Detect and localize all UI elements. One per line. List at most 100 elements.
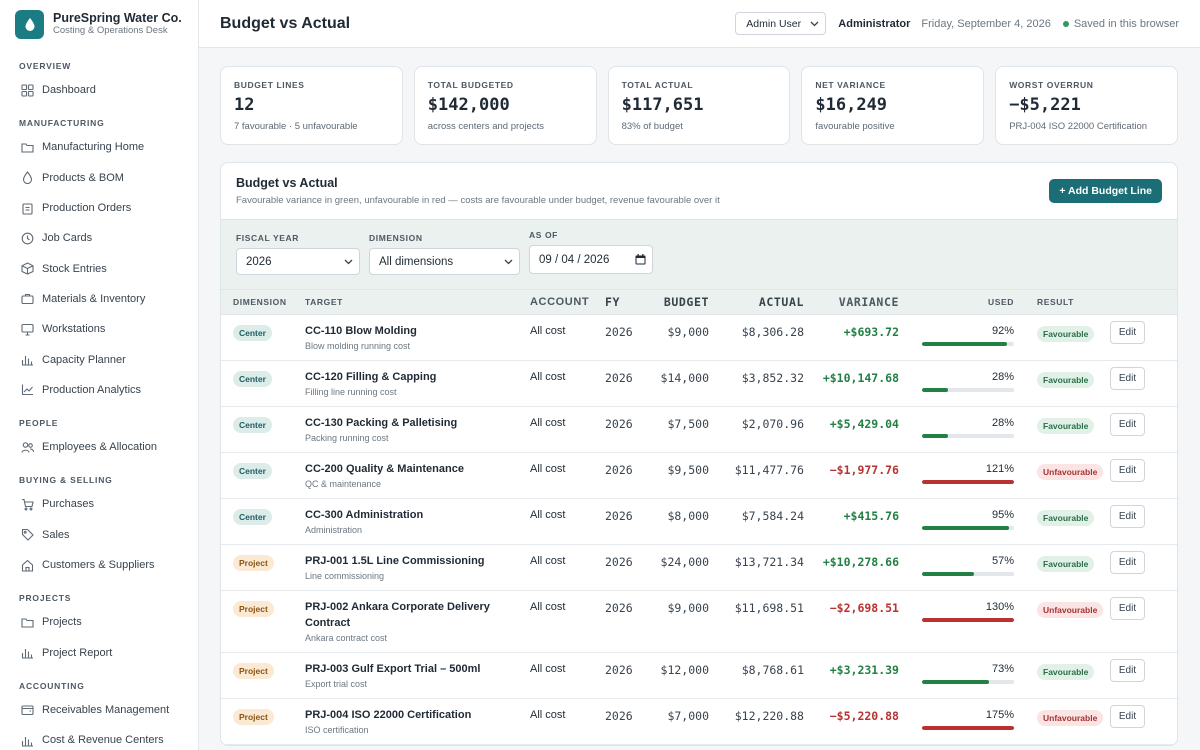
brand: PureSpring Water Co. Costing & Operation…	[0, 0, 198, 48]
edit-cell: Edit	[1110, 453, 1170, 498]
user-select[interactable]: Admin User	[735, 12, 827, 35]
sidebar-item-label: Production Analytics	[42, 383, 142, 396]
budget-cell: $12,000	[660, 663, 709, 677]
sidebar-nav: OVERVIEW Dashboard MANUFACTURING Manufactur…	[0, 57, 198, 750]
dimension-badge: Center	[233, 371, 272, 387]
target-cell: CC-130 Packing & Palletising Packing runn…	[305, 407, 530, 452]
result-badge: Favourable	[1037, 372, 1095, 388]
sidebar-item-production-analytics[interactable]: Production Analytics	[0, 375, 198, 405]
sidebar-item-capacity-planner[interactable]: Capacity Planner	[0, 344, 198, 374]
column-header: BUDGET	[663, 295, 709, 309]
as-of-date-input[interactable]: 09 / 04 / 2026	[529, 245, 653, 274]
result-badge: Unfavourable	[1037, 710, 1104, 726]
fiscal-year-cell: 2026	[605, 325, 633, 339]
kpi-label: BUDGET LINES	[234, 80, 305, 90]
target-description: Blow molding running cost	[305, 341, 411, 351]
table-row: Center CC-200 Quality & Maintenance QC & m…	[221, 453, 1177, 499]
budget-cell: $9,000	[667, 601, 709, 615]
edit-button[interactable]: Edit	[1110, 321, 1145, 344]
sidebar-item-label: Receivables Management	[42, 703, 170, 716]
budget-panel: Budget vs Actual Favourable variance in …	[220, 162, 1178, 746]
used-progress-fill	[922, 680, 990, 684]
dimension-select[interactable]: All dimensions	[369, 248, 520, 275]
edit-button[interactable]: Edit	[1110, 413, 1145, 436]
actual-cell: $3,852.32	[741, 371, 804, 385]
dimension-badge: Center	[233, 417, 272, 433]
sidebar-item-materials-inventory[interactable]: Materials & Inventory	[0, 284, 198, 314]
column-header: ACTUAL	[758, 295, 804, 309]
used-percent: 28%	[991, 371, 1014, 383]
result-badge: Favourable	[1037, 664, 1095, 680]
content: BUDGET LINES 12 7 favourable · 5 unfavoura…	[199, 48, 1200, 746]
sidebar-item-label: Sales	[42, 528, 70, 541]
tag-icon	[21, 529, 34, 541]
sidebar-item-cost-revenue-centers[interactable]: Cost & Revenue Centers	[0, 725, 198, 750]
clock-icon	[21, 232, 34, 245]
sidebar-item-label: Capacity Planner	[42, 353, 126, 366]
edit-button[interactable]: Edit	[1110, 367, 1145, 390]
kpi-value: 12	[234, 95, 255, 115]
sidebar-item-label: Manufacturing Home	[42, 141, 145, 154]
used-percent: 92%	[991, 325, 1014, 337]
edit-cell: Edit	[1110, 591, 1170, 652]
sidebar-item-receivables-management[interactable]: Receivables Management	[0, 695, 198, 725]
edit-button[interactable]: Edit	[1110, 659, 1145, 682]
sidebar-item-purchases[interactable]: Purchases	[0, 489, 198, 519]
table-header: DIMENSION TARGET ACCOUNT FY BUDGET ACTUAL VARI…	[221, 289, 1177, 315]
sidebar-item-workstations[interactable]: Workstations	[0, 314, 198, 344]
sidebar-item-customers-suppliers[interactable]: Customers & Suppliers	[0, 550, 198, 580]
result-cell: Favourable	[1014, 545, 1110, 590]
result-badge: Favourable	[1037, 326, 1095, 342]
variance-cell: +$5,429.04	[829, 417, 899, 431]
edit-button[interactable]: Edit	[1110, 551, 1145, 574]
variance-cell: +$693.72	[843, 325, 899, 339]
topbar: Budget vs Actual Admin User Administrato…	[199, 0, 1200, 48]
panel-header: Budget vs Actual Favourable variance in …	[221, 163, 1177, 219]
used-cell: 73%	[899, 653, 1014, 698]
edit-button[interactable]: Edit	[1110, 459, 1145, 482]
target-cell: CC-200 Quality & Maintenance QC & mainten…	[305, 453, 530, 498]
nav-section-label: PEOPLE	[19, 417, 59, 428]
target-name: CC-200 Quality & Maintenance	[305, 463, 464, 475]
edit-button[interactable]: Edit	[1110, 597, 1145, 620]
edit-button[interactable]: Edit	[1110, 505, 1145, 528]
sidebar-item-job-cards[interactable]: Job Cards	[0, 223, 198, 253]
sidebar-item-stock-entries[interactable]: Stock Entries	[0, 253, 198, 283]
target-name: CC-300 Administration	[305, 509, 424, 521]
table-row: Center CC-130 Packing & Palletising Packin…	[221, 407, 1177, 453]
main: Budget vs Actual Admin User Administrato…	[199, 0, 1200, 750]
sidebar-item-production-orders[interactable]: Production Orders	[0, 193, 198, 223]
sidebar-item-products-bom[interactable]: Products & BOM	[0, 163, 198, 193]
actual-cell: $12,220.88	[734, 709, 804, 723]
sidebar-item-sales[interactable]: Sales	[0, 520, 198, 550]
sidebar-item-manufacturing-home[interactable]: Manufacturing Home	[0, 132, 198, 162]
used-progress-fill	[922, 618, 1014, 622]
used-progress-bar	[922, 342, 1014, 346]
edit-cell: Edit	[1110, 361, 1170, 406]
edit-button[interactable]: Edit	[1110, 705, 1145, 728]
calendar-icon[interactable]	[635, 254, 646, 265]
dimension-badge: Project	[233, 709, 274, 725]
sidebar-item-project-report[interactable]: Project Report	[0, 637, 198, 667]
actual-cell: $2,070.96	[741, 417, 804, 431]
home-icon	[21, 559, 34, 572]
sidebar-item-projects[interactable]: Projects	[0, 607, 198, 637]
monitor-icon	[21, 323, 34, 336]
dimension-badge: Project	[233, 601, 274, 617]
add-budget-line-button[interactable]: + Add Budget Line	[1049, 179, 1162, 203]
variance-cell: +$415.76	[843, 509, 899, 523]
sidebar-item-dashboard[interactable]: Dashboard	[0, 75, 198, 105]
edit-cell: Edit	[1110, 545, 1170, 590]
panel-subtitle: Favourable variance in green, unfavourab…	[236, 195, 720, 206]
account-cell: All cost	[530, 709, 566, 721]
dimension-value: All dimensions	[379, 255, 454, 268]
fiscal-year-select[interactable]: 2026	[236, 248, 360, 275]
nav-section-label: PROJECTS	[19, 593, 72, 604]
result-cell: Favourable	[1014, 499, 1110, 544]
kpi-row: BUDGET LINES 12 7 favourable · 5 unfavoura…	[220, 66, 1178, 145]
dimension-cell: Project	[221, 653, 305, 698]
sidebar-item-employees-allocation[interactable]: Employees & Allocation	[0, 432, 198, 462]
target-name: PRJ-003 Gulf Export Trial – 500ml	[305, 663, 481, 675]
table-row: Center CC-120 Filling & Capping Filling li…	[221, 361, 1177, 407]
account-cell: All cost	[530, 555, 566, 567]
